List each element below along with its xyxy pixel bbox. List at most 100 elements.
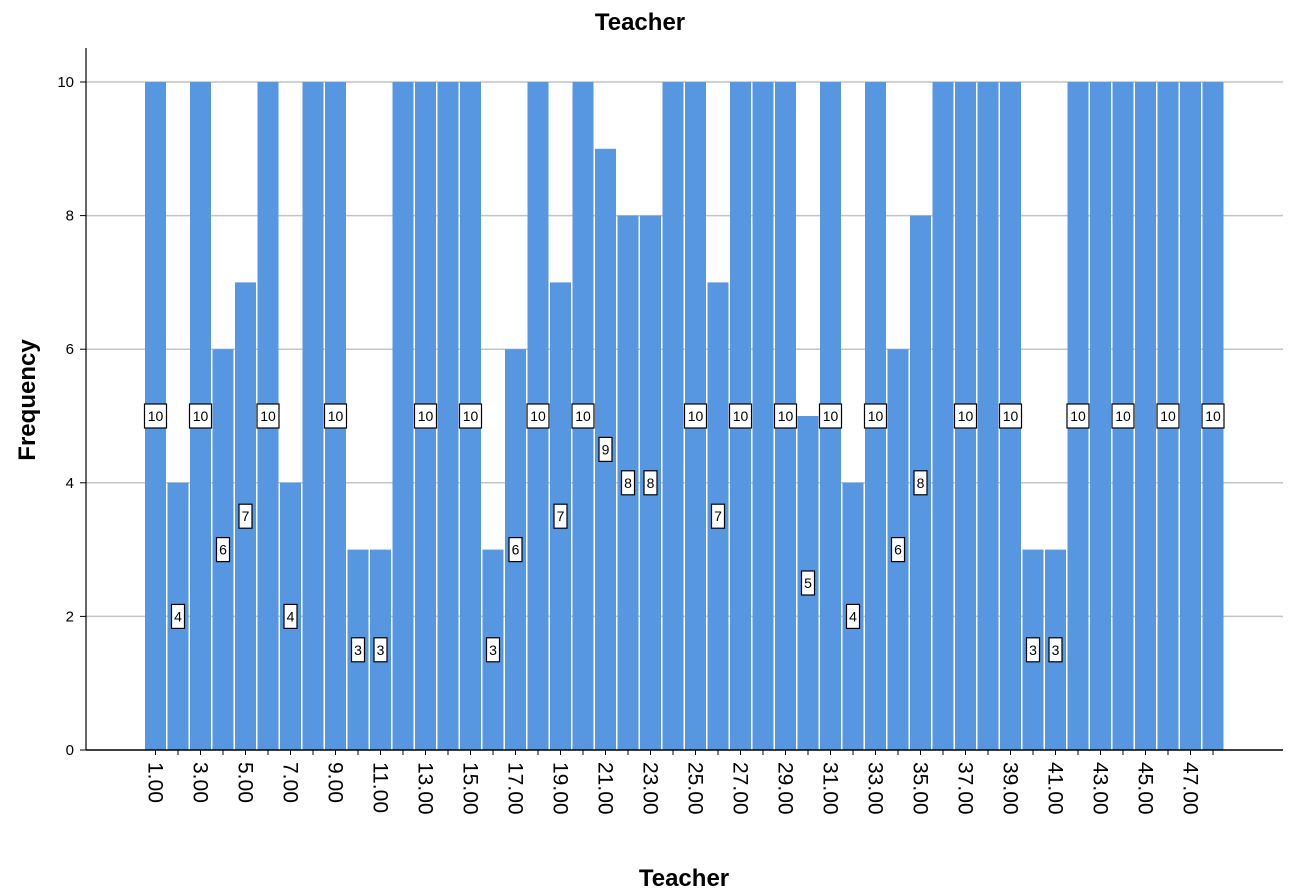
data-label-text: 9	[602, 441, 610, 457]
y-tick-label: 10	[57, 74, 74, 91]
data-label-box	[773, 403, 798, 429]
data-label-box	[683, 403, 708, 429]
data-label-box	[571, 403, 595, 429]
x-tick-label: 25.00	[684, 762, 707, 815]
data-label-text: 5	[804, 575, 812, 591]
data-label-text: 10	[193, 408, 209, 424]
x-tick-label: 43.00	[1089, 762, 1112, 815]
data-label: 4	[283, 603, 298, 630]
y-axis-title: Frequency	[14, 339, 41, 461]
x-tick-label: 39.00	[999, 762, 1022, 815]
data-label-box	[526, 403, 550, 429]
data-label-text: 7	[242, 508, 250, 524]
bar	[437, 82, 459, 750]
data-label: 10	[143, 403, 168, 429]
data-label-text: 4	[849, 608, 857, 624]
data-label: 10	[1111, 403, 1135, 429]
data-label: 6	[508, 536, 523, 563]
data-label-text: 8	[647, 475, 655, 491]
data-label-box	[143, 403, 168, 429]
data-label-box	[1111, 403, 1135, 429]
x-tick-label: 13.00	[414, 762, 437, 815]
x-axis-ticks: 1.00 3.00 5.00 7.00 9.00 11.00 13.00 15.00 17.00…	[144, 750, 1214, 815]
x-tick-label: 21.00	[594, 762, 617, 815]
data-label: 10	[323, 403, 348, 429]
y-tick-label: 4	[66, 475, 74, 492]
data-label-box	[458, 403, 483, 429]
data-label-text: 7	[557, 508, 565, 524]
data-label-text: 10	[575, 408, 591, 424]
data-label: 7	[553, 503, 568, 529]
data-label-text: 8	[624, 475, 632, 491]
data-label-text: 8	[917, 475, 925, 491]
data-label: 10	[818, 403, 843, 429]
data-label-text: 3	[1029, 642, 1037, 658]
data-label-box	[283, 603, 298, 630]
data-label: 6	[890, 536, 906, 563]
data-label-box	[863, 403, 888, 429]
y-axis-ticks: 0 2 4 6 8 10	[57, 74, 86, 759]
x-tick-label: 7.00	[279, 762, 302, 803]
data-label-box	[485, 637, 501, 663]
data-label: 10	[683, 403, 708, 429]
data-label-text: 6	[894, 542, 902, 558]
data-label-text: 10	[733, 408, 749, 424]
y-tick-label: 6	[66, 341, 74, 358]
x-tick-label: 41.00	[1044, 762, 1067, 815]
x-axis-title: Teacher	[639, 865, 729, 892]
data-label: 10	[458, 403, 483, 429]
data-label-text: 3	[354, 642, 362, 658]
bar	[392, 82, 414, 750]
x-tick-label: 31.00	[819, 762, 842, 815]
data-label-text: 4	[287, 608, 295, 624]
data-label-box	[818, 403, 843, 429]
data-label-box	[998, 403, 1023, 429]
x-tick-label: 23.00	[639, 762, 662, 815]
data-label-box	[215, 536, 231, 563]
data-label-text: 10	[148, 408, 164, 424]
data-label: 10	[413, 403, 438, 429]
x-tick-label: 17.00	[504, 762, 527, 815]
data-label: 10	[728, 403, 753, 429]
bar	[1135, 82, 1156, 750]
data-label-box	[710, 503, 726, 529]
data-label: 10	[1066, 403, 1090, 429]
data-label-text: 6	[219, 542, 227, 558]
x-tick-label: 1.00	[144, 762, 167, 803]
bar	[302, 82, 324, 750]
data-label-box	[413, 403, 438, 429]
data-label-box	[913, 470, 928, 496]
data-label: 10	[256, 403, 280, 429]
data-label-box	[1025, 637, 1041, 663]
chart-title: Teacher	[595, 9, 685, 36]
data-label-text: 3	[377, 642, 385, 658]
data-label: 3	[1048, 637, 1063, 663]
x-tick-label: 19.00	[549, 762, 572, 815]
x-tick-label: 27.00	[729, 762, 752, 815]
data-label-box	[323, 403, 348, 429]
data-label-text: 10	[1003, 408, 1019, 424]
x-tick-label: 29.00	[774, 762, 797, 815]
bar	[932, 82, 954, 750]
data-label-box	[553, 503, 568, 529]
data-label: 8	[643, 470, 658, 496]
data-label: 6	[215, 536, 231, 563]
data-label-text: 10	[1070, 408, 1086, 424]
data-label: 10	[1156, 403, 1180, 429]
y-tick-label: 8	[66, 208, 74, 225]
data-label-text: 10	[418, 408, 434, 424]
x-tick-label: 11.00	[369, 762, 392, 813]
data-label: 10	[1201, 403, 1225, 429]
data-label-box	[598, 436, 613, 462]
data-label-box	[890, 536, 906, 563]
data-label: 9	[598, 436, 613, 462]
data-label-box	[1201, 403, 1225, 429]
data-label: 10	[998, 403, 1023, 429]
data-label-text: 7	[714, 508, 722, 524]
data-label-text: 3	[1052, 642, 1060, 658]
data-label: 10	[526, 403, 550, 429]
x-tick-label: 15.00	[459, 762, 482, 815]
x-tick-label: 37.00	[954, 762, 977, 815]
data-label: 10	[188, 403, 213, 429]
